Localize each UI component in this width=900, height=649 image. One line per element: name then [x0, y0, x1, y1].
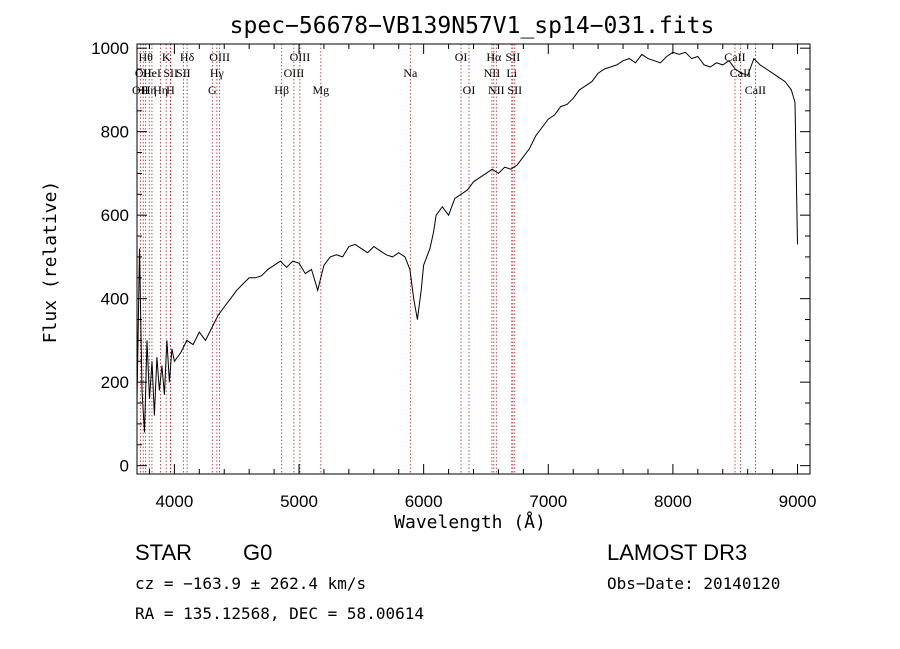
- spectral-line-label: Hβ: [274, 83, 289, 97]
- object-subclass: G0: [243, 540, 272, 565]
- spectral-line-label: OI: [463, 83, 476, 97]
- spectral-line-label: SII: [163, 66, 178, 80]
- x-tick-label: 9000: [779, 492, 817, 511]
- y-tick-label: 400: [101, 290, 129, 309]
- y-tick-label: 1000: [91, 39, 129, 58]
- flux-series-line: [136, 51, 798, 433]
- object-class: STAR: [135, 540, 192, 565]
- y-axis-label: Flux (relative): [40, 181, 61, 344]
- spectral-line-label: Hη: [153, 83, 168, 97]
- observation-date: Obs−Date: 20140120: [607, 574, 780, 593]
- spectral-line-label: OIII: [284, 66, 305, 80]
- spectral-line-label: HeI: [143, 66, 161, 80]
- spectral-line-label: K: [162, 50, 171, 64]
- spectral-line-label: Hα: [486, 50, 502, 64]
- x-tick-label: 6000: [405, 492, 443, 511]
- y-tick-label: 800: [101, 123, 129, 142]
- spectral-line-label: CaII: [745, 83, 766, 97]
- survey-name: LAMOST DR3: [607, 540, 747, 565]
- spectral-line-label: Hθ: [139, 50, 154, 64]
- chart-title: spec−56678−VB139N57V1_sp14−031.fits: [230, 13, 715, 39]
- spectral-line-label: Hη: [142, 83, 157, 97]
- spectral-line-label: SII: [507, 83, 522, 97]
- spectral-line-label: SII: [506, 50, 521, 64]
- x-tick-label: 7000: [529, 492, 567, 511]
- spectral-line-label: OI: [455, 50, 468, 64]
- spectral-line-label: OIII: [209, 50, 230, 64]
- spectral-line-label: NII: [488, 83, 505, 97]
- spectral-line-label: G: [208, 83, 217, 97]
- spectral-line-labels: OIIOIIHθHηHeIHηKHSIIHδSIIGHγOIIIHβOIIIOI…: [132, 50, 766, 97]
- spectral-line-label: SII: [176, 66, 191, 80]
- coordinates: RA = 135.12568, DEC = 58.00614: [135, 604, 424, 623]
- spectral-line-label: Li: [506, 66, 517, 80]
- spectral-line-label: Hδ: [180, 50, 195, 64]
- spectral-line-label: Hγ: [210, 66, 225, 80]
- spectral-line-label: H: [166, 83, 175, 97]
- y-tick-label: 0: [120, 457, 129, 476]
- y-tick-label: 600: [101, 206, 129, 225]
- spectral-line-label: OIII: [290, 50, 311, 64]
- x-tick-label: 5000: [280, 492, 318, 511]
- y-tick-label: 200: [101, 373, 129, 392]
- redshift-velocity: cz = −163.9 ± 262.4 km/s: [135, 574, 366, 593]
- spectral-line-markers: [139, 44, 756, 474]
- spectral-line-label: CaII: [724, 50, 745, 64]
- axis-ticks: 4000 5000 6000 7000 8000 9000 0 200 400 600 800 100…: [91, 39, 816, 511]
- x-tick-label: 4000: [155, 492, 193, 511]
- x-axis-label: Wavelength (Å): [394, 511, 546, 533]
- spectral-line-label: NII: [484, 66, 501, 80]
- spectral-line-label: Na: [403, 66, 418, 80]
- spectral-line-label: Mg: [312, 83, 329, 97]
- x-tick-label: 8000: [654, 492, 692, 511]
- plot-frame: [136, 43, 811, 475]
